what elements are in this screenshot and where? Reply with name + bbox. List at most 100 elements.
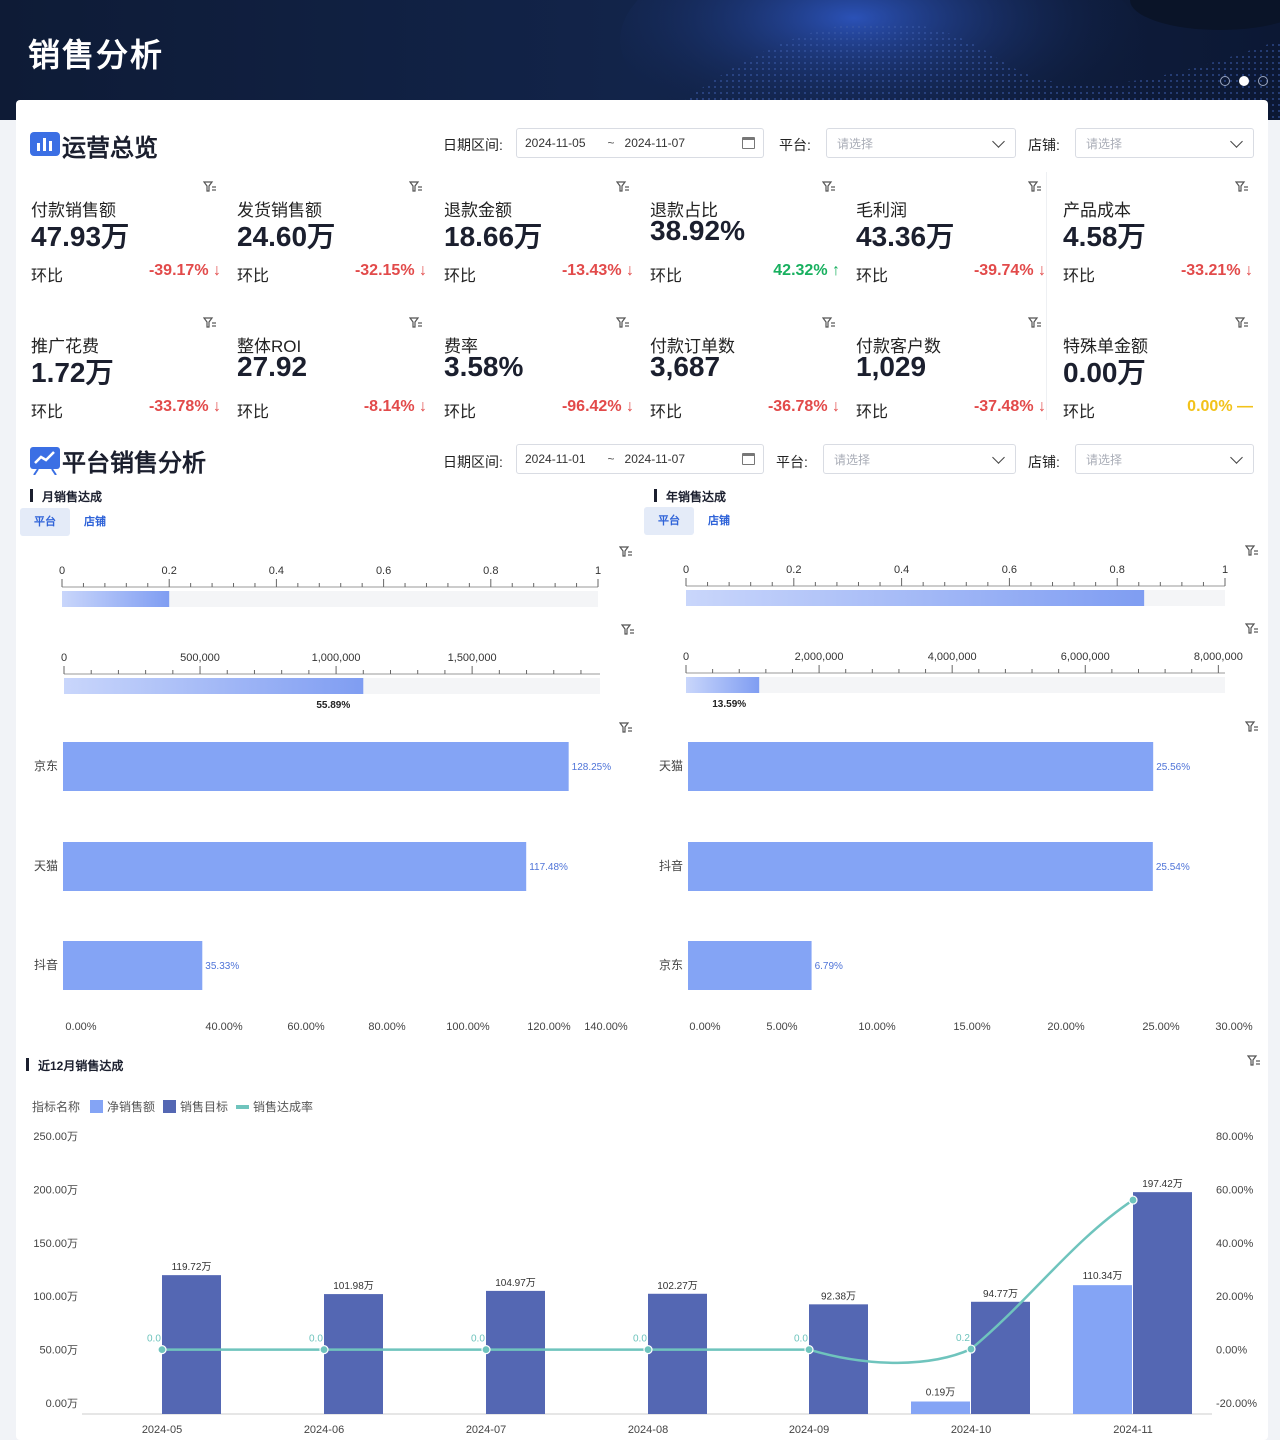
filter-icon[interactable] (1027, 180, 1042, 194)
kpi-card[interactable]: 特殊单金额 0.00万 环比 0.00% — (1063, 312, 1253, 430)
kpi-value: 47.93万 (31, 221, 130, 252)
kpi-mom-value: -13.43% ↓ (561, 262, 634, 279)
date-start[interactable]: 2024-11-01 (525, 452, 586, 466)
rate-label: 0.0 (633, 1334, 647, 1345)
filter-icon[interactable] (408, 316, 423, 330)
gauge-tick-label: 0.2 (162, 565, 177, 577)
tab-store[interactable]: 店铺 (84, 516, 106, 528)
y-axis-right-tick: 80.00% (1216, 1131, 1254, 1143)
trend-arrow-icon: ↓ (626, 398, 634, 415)
platform-label: 平台: (779, 137, 811, 153)
yearly-tabs[interactable]: 平台 店铺 (644, 507, 744, 535)
bar-category-label: 天猫 (659, 759, 683, 773)
kpi-mom-label: 环比 (237, 404, 270, 421)
trend-arrow-icon: ↓ (213, 262, 221, 279)
tab-platform[interactable]: 平台 (644, 507, 694, 535)
date-range-picker[interactable]: 2024-11-01 ~ 2024-11-07 (516, 444, 764, 474)
filter-icon[interactable] (1244, 622, 1259, 636)
kpi-card[interactable]: 付款销售额 47.93万 环比 -39.17% ↓ (31, 176, 221, 294)
pager-dot[interactable] (1258, 76, 1268, 86)
bar-category-label: 抖音 (659, 858, 683, 873)
filter-icon[interactable] (1246, 1054, 1261, 1068)
filter-icon[interactable] (1027, 316, 1042, 330)
kpi-value: 38.92% (650, 215, 745, 246)
tab-platform[interactable]: 平台 (20, 508, 70, 536)
bar-value-label: 25.54% (1156, 862, 1190, 873)
date-start[interactable]: 2024-11-05 (525, 136, 586, 150)
kpi-card[interactable]: 付款订单数 3,687 环比 -36.78% ↓ (650, 312, 840, 430)
kpi-card[interactable]: 推广花费 1.72万 环比 -33.78% ↓ (31, 312, 221, 430)
bar-category-label: 天猫 (34, 859, 58, 873)
date-end[interactable]: 2024-11-07 (624, 452, 686, 466)
calendar-icon[interactable] (742, 137, 755, 149)
filter-icon[interactable] (618, 545, 633, 559)
store-select[interactable]: 请选择 (1075, 444, 1254, 474)
y-axis-right-tick: 20.00% (1216, 1291, 1254, 1303)
kpi-card[interactable]: 毛利润 43.36万 环比 -39.74% ↓ (856, 176, 1046, 294)
platform-select[interactable]: 请选择 (823, 444, 1016, 474)
kpi-mom-value: 0.00% — (1187, 398, 1253, 415)
filter-icon[interactable] (202, 180, 217, 194)
net-sales-label: 0.19万 (926, 1388, 955, 1399)
filter-icon[interactable] (1244, 720, 1259, 734)
date-end[interactable]: 2024-11-07 (624, 136, 686, 150)
rate-point (319, 1345, 329, 1355)
gauge-tick-label: 0.4 (894, 564, 909, 576)
trend-arrow-icon: ↓ (419, 262, 427, 279)
target-bar (648, 1293, 707, 1414)
x-axis-tick: 2024-06 (304, 1424, 344, 1436)
gauge-tick-label: 0.2 (786, 564, 801, 576)
kpi-card[interactable]: 整体ROI 27.92 环比 -8.14% ↓ (237, 312, 427, 430)
pager-dot[interactable] (1220, 76, 1230, 86)
kpi-card[interactable]: 退款占比 38.92% 环比 42.32% ↑ (650, 176, 840, 294)
kpi-mom-value: -33.78% ↓ (148, 398, 221, 415)
filter-icon[interactable] (615, 316, 630, 330)
filter-icon[interactable] (821, 316, 836, 330)
filter-icon[interactable] (202, 316, 217, 330)
store-label: 店铺: (1028, 454, 1060, 470)
date-range-picker[interactable]: 2024-11-05 ~ 2024-11-07 (516, 128, 764, 158)
kpi-mom-label: 环比 (650, 404, 683, 421)
kpi-card[interactable]: 退款金额 18.66万 环比 -13.43% ↓ (444, 176, 634, 294)
legend-item[interactable]: 净销售额 (107, 1100, 156, 1114)
gauge-tick-label: 0.8 (483, 565, 498, 577)
monthly-tabs[interactable]: 平台 店铺 (20, 508, 120, 536)
gauge-tick-label: 4,000,000 (928, 651, 977, 663)
rate-label: 0.0 (147, 1334, 161, 1345)
pager-dot-active[interactable] (1239, 76, 1249, 86)
calendar-icon[interactable] (742, 453, 755, 465)
legend-item[interactable]: 销售目标 (180, 1100, 229, 1114)
filter-icon[interactable] (620, 623, 635, 637)
net-sales-bar (911, 1401, 970, 1414)
gauge-tick-label: 0.4 (269, 565, 284, 577)
bar-axis-label: 80.00% (368, 1021, 406, 1033)
date-range-label: 日期区间: (443, 454, 503, 470)
banner-pager[interactable] (1220, 76, 1268, 86)
kpi-card[interactable]: 付款客户数 1,029 环比 -37.48% ↓ (856, 312, 1046, 430)
filter-icon[interactable] (408, 180, 423, 194)
rate-point (1128, 1195, 1138, 1205)
filter-icon[interactable] (1234, 180, 1249, 194)
bar-value-label: 128.25% (572, 762, 612, 773)
store-label: 店铺: (1028, 137, 1060, 153)
store-select[interactable]: 请选择 (1075, 128, 1254, 158)
tab-store[interactable]: 店铺 (708, 515, 730, 527)
filter-icon[interactable] (1234, 316, 1249, 330)
filter-icon[interactable] (821, 180, 836, 194)
filter-icon[interactable] (1244, 544, 1259, 558)
filter-icon[interactable] (615, 180, 630, 194)
kpi-card[interactable]: 费率 3.58% 环比 -96.42% ↓ (444, 312, 634, 430)
kpi-mom-value: -37.48% ↓ (973, 398, 1046, 415)
legend-item[interactable]: 销售达成率 (253, 1100, 314, 1114)
gauge-track (62, 591, 598, 607)
bar-axis-label: 5.00% (766, 1021, 797, 1033)
bar-axis-label: 40.00% (205, 1021, 243, 1033)
kpi-card[interactable]: 发货销售额 24.60万 环比 -32.15% ↓ (237, 176, 427, 294)
kpi-mom-label: 环比 (1063, 268, 1096, 285)
platform-select[interactable]: 请选择 (826, 128, 1016, 158)
target-label: 94.77万 (983, 1289, 1018, 1300)
target-label: 101.98万 (333, 1281, 374, 1292)
filter-icon[interactable] (618, 721, 633, 735)
kpi-mom-label: 环比 (237, 268, 270, 285)
kpi-card[interactable]: 产品成本 4.58万 环比 -33.21% ↓ (1063, 176, 1253, 294)
